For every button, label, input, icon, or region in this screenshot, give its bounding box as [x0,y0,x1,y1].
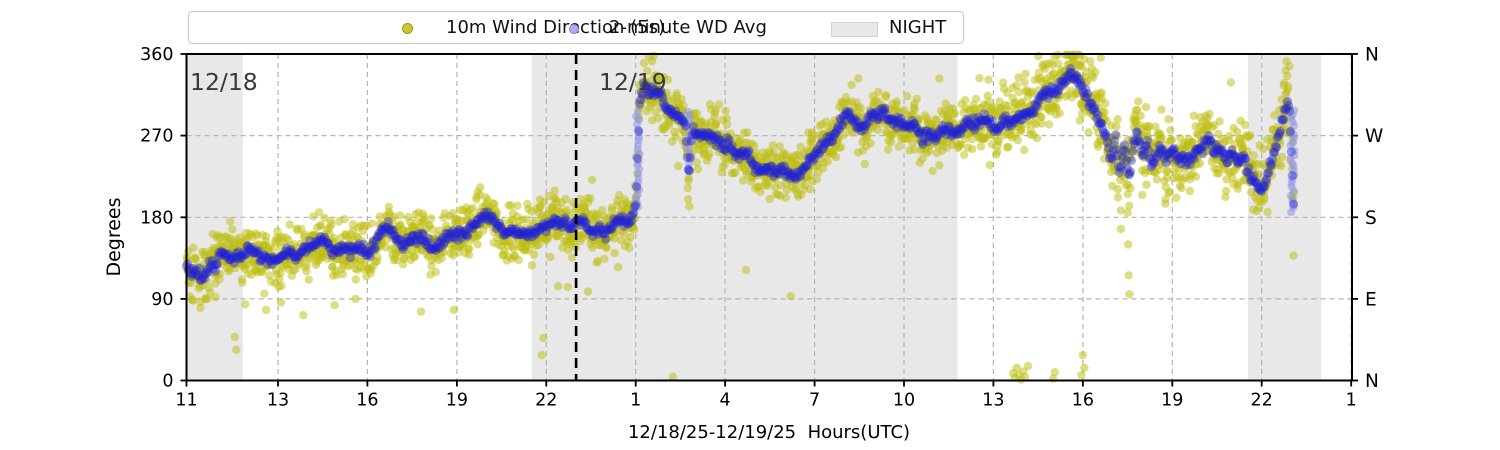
date-annotation-1219: 12/19 [599,68,667,96]
wd-average-scatter [181,63,1298,285]
y-axis-title: Degrees [103,197,125,277]
x-tick-label: 11 [175,391,197,411]
legend-label-wd-avg: 2-minute WD Avg [609,17,767,38]
x-tick-label: 19 [446,391,468,411]
compass-tick-label: N [1365,45,1379,66]
x-tick-label: 13 [982,391,1004,411]
x-axis-title: 12/18/25-12/19/25 Hours(UTC) [627,422,911,443]
x-tick-label: 13 [267,391,289,411]
legend-label-night: NIGHT [889,17,947,38]
y-tick-label: 90 [151,290,173,310]
x-tick-label: 7 [809,391,820,411]
x-tick-label: 1 [630,391,641,411]
x-tick-label: 22 [535,391,557,411]
x-tick-label: 10 [893,391,915,411]
compass-tick-label: W [1365,126,1383,147]
y-tick-label: 270 [140,127,173,147]
x-tick-label: 1 [1346,391,1357,411]
x-tick-label: 16 [356,391,378,411]
compass-tick-label: N [1365,371,1379,392]
y-tick-label: 360 [140,45,173,65]
y-tick-label: 0 [162,372,173,392]
date-annotation-1218: 12/18 [190,68,258,96]
wd-avg-legend-marker-icon [569,24,579,34]
wind-direction-scatter [182,50,1299,384]
x-tick-label: 19 [1161,391,1183,411]
legend-label-wind-direction: 10m Wind Direction (5s) [446,17,666,38]
wind-direction-legend-marker-icon [402,23,413,34]
x-tick-label: 22 [1251,391,1273,411]
chart-legend: 10m Wind Direction (5s) 2-minute WD Avg … [188,11,964,44]
x-tick-label: 4 [720,391,731,411]
compass-tick-label: S [1365,208,1377,229]
night-legend-swatch-icon [831,22,878,37]
compass-tick-label: E [1365,289,1377,310]
avg-transition-dots [631,106,1299,217]
x-tick-label: 16 [1072,391,1094,411]
y-tick-label: 180 [140,208,173,228]
axis-ticks [180,53,1358,387]
